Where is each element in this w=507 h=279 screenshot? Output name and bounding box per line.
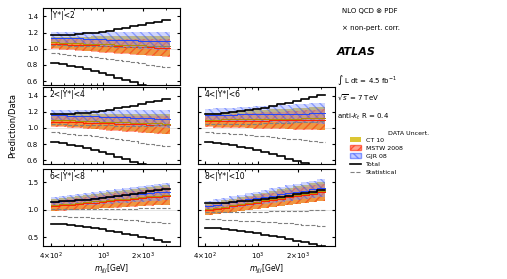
Text: 8<|Y*|<10: 8<|Y*|<10	[205, 172, 245, 181]
Legend: CT 10, MSTW 2008, GJR 08, Total, Statistical: CT 10, MSTW 2008, GJR 08, Total, Statist…	[350, 137, 403, 175]
Text: NLO QCD ⊗ PDF: NLO QCD ⊗ PDF	[342, 8, 398, 15]
Text: 4<|Y*|<6: 4<|Y*|<6	[205, 90, 241, 100]
Text: |Y*|<2: |Y*|<2	[50, 11, 75, 20]
Text: $\sqrt{s}$ = 7 TeV: $\sqrt{s}$ = 7 TeV	[337, 92, 379, 102]
Text: Prediction/Data: Prediction/Data	[8, 93, 17, 158]
X-axis label: $m_{jjj}$[GeV]: $m_{jjj}$[GeV]	[94, 263, 129, 276]
Text: $\int$ L dt = 4.5 fb$^{-1}$: $\int$ L dt = 4.5 fb$^{-1}$	[337, 73, 397, 86]
Text: anti-$k_t$ R = 0.4: anti-$k_t$ R = 0.4	[337, 112, 389, 122]
Text: × non-pert. corr.: × non-pert. corr.	[342, 25, 400, 31]
Text: 6<|Y*|<8: 6<|Y*|<8	[50, 172, 86, 181]
X-axis label: $m_{jjj}$[GeV]: $m_{jjj}$[GeV]	[248, 263, 284, 276]
Text: DATA Uncert.: DATA Uncert.	[388, 131, 429, 136]
Text: ATLAS: ATLAS	[337, 47, 376, 57]
Text: 2<|Y*|<4: 2<|Y*|<4	[50, 90, 86, 100]
